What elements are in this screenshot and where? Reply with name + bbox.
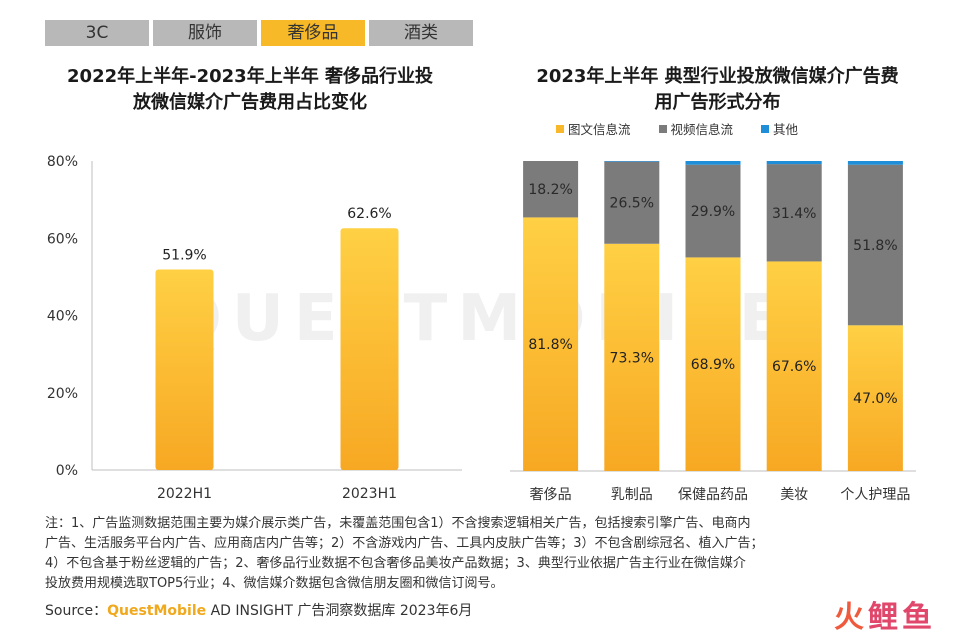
legend-label: 视频信息流 xyxy=(670,122,734,137)
footnote-line: 注：1、广告监测数据范围主要为媒介展示类广告，未覆盖范围包含1）不含搜索逻辑相关… xyxy=(45,516,751,531)
left-title-line-2: 放微信媒介广告费用占比变化 xyxy=(133,92,367,113)
source-rest: AD INSIGHT 广告洞察数据库 2023年6月 xyxy=(206,603,473,619)
right-x-tick-label: 乳制品 xyxy=(611,487,653,503)
segment-value-label: 26.5% xyxy=(610,196,654,212)
right-title-line-2: 用广告形式分布 xyxy=(654,92,781,113)
segment-value-label: 47.0% xyxy=(853,391,897,407)
legend-label: 其他 xyxy=(773,122,799,137)
bar-segment-other xyxy=(847,161,903,165)
left-y-tick-label: 0% xyxy=(56,463,78,479)
bar-segment-video-feed xyxy=(847,164,903,326)
legend-item-graphic-feed: 图文信息流 xyxy=(556,119,631,138)
left-bar-value-label: 51.9% xyxy=(162,248,206,264)
left-chart-title: 2022年上半年-2023年上半年 奢侈品行业投 放微信媒介广告费用占比变化 xyxy=(40,64,460,116)
source-prefix: Source： xyxy=(45,603,108,619)
left-x-tick-label: 2023H1 xyxy=(342,486,397,502)
legend-swatch-gray xyxy=(658,124,667,133)
left-bar-value-label: 62.6% xyxy=(347,206,391,222)
segment-value-label: 73.3% xyxy=(610,350,654,366)
bar-segment-graphic-feed xyxy=(523,217,579,471)
right-x-tick-label: 奢侈品 xyxy=(530,487,572,503)
bar-segment-graphic-feed xyxy=(847,325,903,471)
segment-value-label: 51.8% xyxy=(853,238,897,254)
tab-liquor[interactable]: 酒类 xyxy=(369,20,473,46)
left-y-tick-label: 20% xyxy=(47,386,78,402)
left-y-tick-label: 40% xyxy=(47,309,78,325)
legend-item-video-feed: 视频信息流 xyxy=(658,119,734,138)
charts-canvas: QUESTMOBILE 0% 20% 40% 60% 80% 51.9% 2022H1 62.… xyxy=(47,154,916,503)
tab-apparel[interactable]: 服饰 xyxy=(153,20,257,46)
left-y-tick-label: 60% xyxy=(47,231,78,247)
left-x-tick-label: 2022H1 xyxy=(157,486,212,502)
logo-char-a: 火 xyxy=(834,600,868,635)
bar-segment-video-feed xyxy=(685,164,741,258)
left-title-line-1: 2022年上半年-2023年上半年 奢侈品行业投 xyxy=(67,66,433,87)
tab-luxury[interactable]: 奢侈品 xyxy=(261,20,365,46)
right-chart-title: 2023年上半年 典型行业投放微信媒介广告费 用广告形式分布 xyxy=(505,64,930,116)
left-bar xyxy=(340,228,399,470)
industry-tabs: 3C 服饰 奢侈品 酒类 xyxy=(45,20,473,46)
right-x-tick-label: 个人护理品 xyxy=(840,487,910,503)
legend-label: 图文信息流 xyxy=(568,122,631,137)
bar-segment-graphic-feed xyxy=(766,261,822,471)
segment-value-label: 18.2% xyxy=(528,182,572,198)
segment-value-label: 31.4% xyxy=(772,206,816,222)
footnote-line: 4）不包含基于粉丝逻辑的广告；2、奢侈品行业数据不包含奢侈品美妆产品数据；3、典… xyxy=(45,556,746,571)
footnote-line: 投放费用规模选取TOP5行业；4、微信媒介数据包含微信朋友圈和微信订阅号。 xyxy=(45,576,504,591)
left-bar xyxy=(155,269,214,470)
source-line: Source：QuestMobile AD INSIGHT 广告洞察数据库 20… xyxy=(45,600,472,620)
legend-swatch-gold xyxy=(556,124,564,133)
bar-segment-other xyxy=(766,161,822,165)
segment-value-label: 29.9% xyxy=(691,204,735,220)
bar-segment-video-feed xyxy=(604,161,660,244)
brand-logo: 火鲤鱼 xyxy=(834,592,936,636)
bar-segment-video-feed xyxy=(766,164,822,262)
right-x-tick-label: 保健品药品 xyxy=(678,487,748,503)
footnote-line: 广告、生活服务平台内广告、应用商店内广告等；2）不含游戏内广告、工具内皮肤广告等… xyxy=(45,536,764,551)
bar-segment-graphic-feed xyxy=(604,243,660,471)
tab-3c[interactable]: 3C xyxy=(45,20,149,46)
right-title-line-1: 2023年上半年 典型行业投放微信媒介广告费 xyxy=(536,66,899,87)
segment-value-label: 68.9% xyxy=(691,357,735,373)
logo-char-b: 鲤鱼 xyxy=(868,600,936,635)
bar-segment-other xyxy=(685,161,741,165)
watermark-text: QUESTMOBILE xyxy=(167,282,792,356)
bar-segment-graphic-feed xyxy=(685,257,741,471)
footnote: 注：1、广告监测数据范围主要为媒介展示类广告，未覆盖范围包含1）不含搜索逻辑相关… xyxy=(45,514,917,594)
segment-value-label: 81.8% xyxy=(528,337,572,353)
bar-segment-video-feed xyxy=(523,161,579,218)
right-x-tick-label: 美妆 xyxy=(780,487,808,503)
legend-swatch-blue xyxy=(761,124,770,133)
left-y-tick-label: 80% xyxy=(47,154,78,170)
segment-value-label: 67.6% xyxy=(772,359,816,375)
right-stacked-bar-chart: 81.8% 18.2% 奢侈品 73.3% 26.5% 乳制品 68.9% 29.9% 保健品药… xyxy=(510,161,916,503)
bar-segment-other xyxy=(604,161,660,162)
right-chart-legend: 图文信息流 视频信息流 其他 xyxy=(556,119,798,138)
legend-item-other: 其他 xyxy=(761,119,798,138)
left-bar-chart: 0% 20% 40% 60% 80% 51.9% 2022H1 62.6% 2023H1 xyxy=(47,154,462,502)
source-brand: QuestMobile xyxy=(107,603,207,619)
